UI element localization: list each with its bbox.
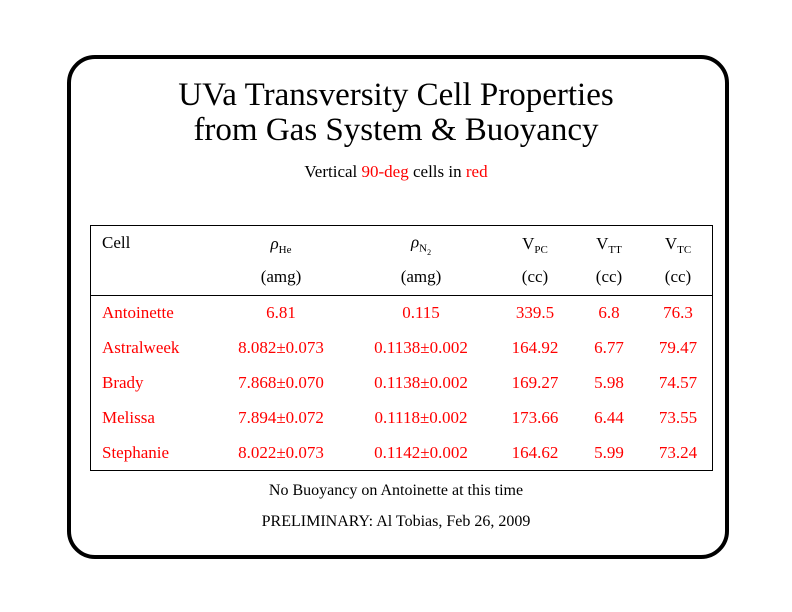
column-unit: (cc)	[664, 267, 692, 286]
table-cell: 0.1118±0.002	[374, 408, 468, 427]
table-cell: 73.24	[658, 443, 698, 462]
column-header: VTT	[596, 234, 622, 256]
table-cell: 7.868±0.070	[238, 373, 324, 392]
table-cell: 6.44	[594, 408, 624, 427]
subscript-text: PC	[534, 244, 548, 257]
table-cell: 6.77	[594, 338, 624, 357]
note: PRELIMINARY: Al Tobias, Feb 26, 2009	[261, 513, 531, 530]
column-header: ρN2	[411, 233, 431, 258]
column-unit: (amg)	[260, 267, 302, 286]
row-label: Astralweek	[102, 338, 180, 357]
table-cell: 6.81	[266, 303, 296, 322]
subscript-text: TT	[608, 244, 622, 257]
column-unit: (cc)	[595, 267, 623, 286]
table-cell: 79.47	[658, 338, 698, 357]
row-label: Melissa	[102, 408, 155, 427]
header-subscript: He	[279, 244, 292, 256]
row-label: Brady	[102, 373, 144, 392]
table-cell: 173.66	[511, 408, 559, 427]
subtitle-text: 90-deg	[361, 162, 409, 181]
table-cell: 0.115	[402, 303, 440, 322]
header-symbol: V	[664, 233, 678, 253]
subscript-text: N	[419, 243, 428, 256]
table-cell: 169.27	[511, 373, 559, 392]
subtitle: Vertical 90-deg cells in red	[0, 162, 792, 182]
table-cell: 164.62	[511, 443, 559, 462]
header-symbol: V	[522, 233, 535, 253]
subscript-text: TC	[677, 244, 692, 257]
table-cell: 76.3	[663, 303, 693, 322]
header-subscript: TC	[677, 244, 691, 256]
header-symbol: ρ	[410, 232, 420, 252]
table-cell: 7.894±0.072	[238, 408, 324, 427]
subtitle-text: Vertical	[304, 162, 358, 181]
header-symbol: ρ	[270, 233, 279, 253]
title: from Gas System & Buoyancy	[193, 112, 599, 148]
header-subscript: TT	[608, 244, 621, 256]
table-cell: 5.99	[594, 443, 624, 462]
header-subscript: N2	[419, 243, 432, 258]
column-header: ρHe	[271, 234, 292, 256]
table-cell: 0.1142±0.002	[374, 443, 468, 462]
subscript-text: He	[278, 244, 292, 257]
subtitle-text: cells in	[412, 162, 462, 181]
column-header: Cell	[102, 233, 130, 253]
table-cell: 0.1138±0.002	[374, 373, 468, 392]
table-cell: 5.98	[594, 373, 624, 392]
column-unit: (cc)	[521, 267, 549, 286]
table-cell: 339.5	[515, 303, 555, 322]
table-cell: 6.8	[598, 303, 620, 322]
table	[90, 225, 713, 471]
row-label: Stephanie	[102, 443, 170, 462]
column-header: VTC	[665, 234, 691, 256]
header-rule	[90, 295, 713, 296]
column-unit: (amg)	[400, 267, 442, 286]
table-cell: 0.1138±0.002	[374, 338, 468, 357]
note: No Buoyancy on Antoinette at this time	[268, 482, 524, 499]
subtitle-text: red	[465, 162, 488, 181]
table-cell: 74.57	[658, 373, 698, 392]
header-subsubscript: 2	[427, 248, 432, 258]
frame	[67, 55, 729, 559]
table-cell: 8.082±0.073	[238, 338, 324, 357]
header-subscript: PC	[534, 244, 547, 256]
table-cell: 8.022±0.073	[238, 443, 324, 462]
table-cell: 73.55	[658, 408, 698, 427]
row-label: Antoinette	[102, 303, 174, 322]
header-symbol: V	[596, 233, 609, 253]
table-cell: 164.92	[511, 338, 559, 357]
title: UVa Transversity Cell Properties	[178, 77, 614, 113]
header-symbol: Cell	[102, 233, 131, 252]
column-header: VPC	[522, 234, 548, 256]
